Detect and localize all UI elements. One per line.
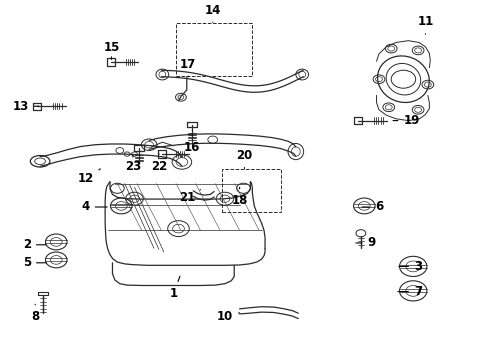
Text: 12: 12 [77, 169, 100, 185]
Text: 16: 16 [183, 135, 200, 154]
Text: 7: 7 [397, 285, 421, 298]
Text: 3: 3 [398, 260, 421, 273]
Text: 9: 9 [355, 237, 375, 249]
Text: 8: 8 [31, 304, 39, 323]
Text: 4: 4 [81, 201, 107, 213]
Text: 23: 23 [124, 156, 141, 173]
Text: 13: 13 [12, 100, 39, 113]
Text: 11: 11 [416, 15, 433, 34]
Text: 21: 21 [178, 190, 200, 204]
Text: 20: 20 [236, 149, 252, 168]
Text: 18: 18 [231, 187, 247, 207]
Text: 14: 14 [204, 4, 221, 22]
Text: 2: 2 [23, 238, 46, 251]
Text: 5: 5 [23, 256, 46, 269]
Text: 1: 1 [169, 276, 180, 300]
Text: 22: 22 [150, 154, 167, 173]
Text: 10: 10 [216, 310, 239, 323]
Text: 17: 17 [180, 58, 196, 76]
Text: 15: 15 [103, 41, 120, 59]
Text: 19: 19 [392, 114, 419, 127]
Text: 6: 6 [362, 201, 382, 213]
